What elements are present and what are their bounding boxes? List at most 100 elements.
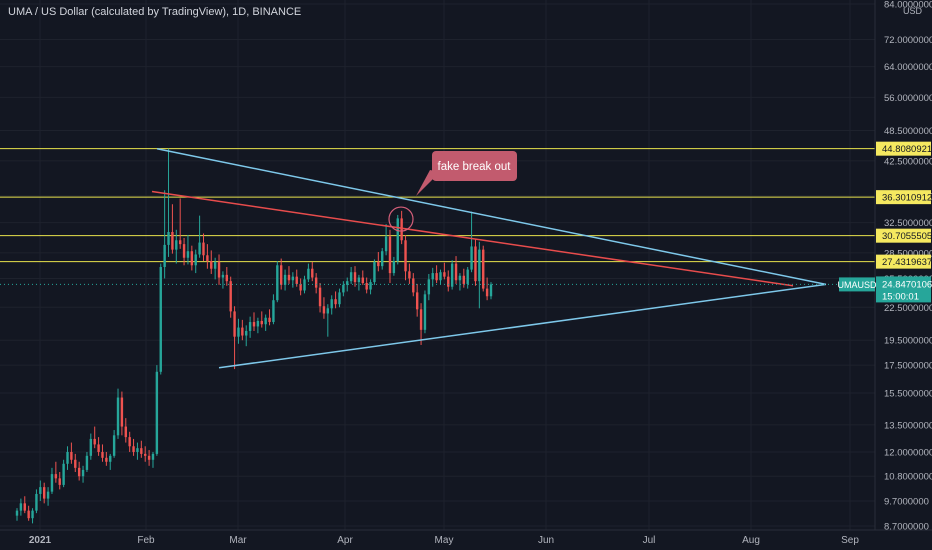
candle-body bbox=[272, 300, 275, 323]
candle-body bbox=[311, 268, 314, 278]
level-price-tag bbox=[876, 141, 931, 156]
candle-body bbox=[237, 327, 240, 337]
candle-body bbox=[373, 261, 376, 283]
candle-body bbox=[299, 283, 302, 291]
candle-body bbox=[109, 455, 112, 462]
candle-body bbox=[404, 240, 407, 272]
candle-body bbox=[93, 438, 96, 445]
candle-body bbox=[365, 283, 368, 290]
candle-body bbox=[353, 272, 357, 283]
candle-body bbox=[202, 242, 205, 256]
candle-body bbox=[27, 510, 30, 519]
upper-trendline bbox=[156, 147, 827, 286]
candle-body bbox=[260, 320, 263, 325]
current-price-tag bbox=[876, 276, 931, 303]
x-tick-label: Jun bbox=[538, 535, 554, 546]
candle-body bbox=[330, 299, 333, 309]
candle-body bbox=[116, 397, 120, 436]
candle-body bbox=[89, 438, 93, 456]
candle-body bbox=[318, 287, 322, 307]
candle-body bbox=[427, 279, 431, 295]
y-tick-label: 9.7000000 bbox=[884, 496, 929, 507]
y-tick-label: 19.5000000 bbox=[884, 336, 932, 347]
candle-body bbox=[276, 265, 279, 301]
candle-body bbox=[396, 218, 399, 262]
candle-body bbox=[248, 322, 252, 331]
resistance-trendline bbox=[151, 190, 794, 287]
y-tick-label: 32.5000000 bbox=[884, 218, 932, 229]
candle-body bbox=[342, 284, 345, 293]
candle-body bbox=[46, 491, 50, 499]
y-tick-label: 22.5000000 bbox=[884, 303, 932, 314]
x-tick-label: May bbox=[435, 535, 454, 546]
candle-body bbox=[447, 276, 450, 287]
candle-body bbox=[291, 276, 295, 281]
candle-body bbox=[132, 446, 135, 452]
candle-body bbox=[357, 277, 361, 283]
symbol-tag bbox=[839, 277, 875, 292]
candle-body bbox=[178, 240, 182, 245]
y-tick-label: 17.5000000 bbox=[884, 361, 932, 372]
callout-box bbox=[432, 151, 517, 181]
candle-body bbox=[77, 467, 81, 477]
candle-body bbox=[485, 288, 489, 297]
candle-body bbox=[54, 474, 58, 479]
candle-body bbox=[482, 249, 485, 289]
candle-body bbox=[435, 273, 438, 281]
candle-body bbox=[384, 236, 388, 252]
candle-body bbox=[314, 277, 318, 288]
candle-body bbox=[74, 459, 77, 468]
candle-body bbox=[128, 437, 131, 447]
level-price-label: 36.3010912 bbox=[882, 193, 932, 204]
x-tick-label: Feb bbox=[137, 535, 155, 546]
candle-body bbox=[62, 463, 65, 485]
y-tick-label: 10.8000000 bbox=[884, 472, 932, 483]
candle-body bbox=[97, 444, 100, 452]
candle-body bbox=[450, 263, 454, 287]
candle-body bbox=[466, 269, 469, 284]
candle-body bbox=[50, 474, 54, 492]
y-tick-label: 48.5000000 bbox=[884, 126, 932, 137]
level-price-tag bbox=[876, 190, 931, 205]
candle-body bbox=[163, 244, 166, 267]
candle-body bbox=[392, 261, 396, 274]
candle-body bbox=[470, 246, 473, 270]
candle-body bbox=[217, 261, 221, 278]
level-price-tag bbox=[876, 254, 931, 269]
x-tick-label: Apr bbox=[337, 535, 353, 546]
candle-body bbox=[303, 279, 306, 291]
candle-body bbox=[155, 371, 159, 454]
x-tick-label: Aug bbox=[742, 535, 760, 546]
candle-body bbox=[377, 261, 380, 267]
candle-body bbox=[431, 273, 434, 280]
candle-body bbox=[361, 277, 364, 284]
candle-body bbox=[334, 299, 337, 305]
y-tick-label: 28.5000000 bbox=[884, 248, 932, 259]
candle-body bbox=[70, 451, 73, 460]
x-tick-label: 2021 bbox=[29, 535, 52, 546]
candle-body bbox=[42, 487, 46, 499]
currency-badge: USD bbox=[902, 6, 922, 16]
candle-body bbox=[241, 327, 244, 336]
candle-body bbox=[423, 294, 427, 330]
level-price-label: 30.7055505 bbox=[882, 231, 932, 242]
candle-body bbox=[210, 261, 213, 269]
candle-body bbox=[198, 242, 201, 255]
candle-body bbox=[225, 274, 229, 282]
candle-body bbox=[190, 251, 194, 266]
callout-text: fake break out bbox=[438, 161, 512, 173]
countdown-label: 15:00:01 bbox=[882, 291, 919, 302]
level-price-label: 27.4319637 bbox=[882, 257, 932, 268]
candle-body bbox=[233, 311, 236, 337]
candle-body bbox=[159, 266, 162, 372]
candle-body bbox=[213, 261, 217, 269]
candle-body bbox=[458, 275, 462, 281]
candle-body bbox=[66, 451, 69, 464]
y-tick-label: 13.5000000 bbox=[884, 420, 932, 431]
candle-body bbox=[400, 218, 403, 241]
candle-body bbox=[136, 448, 139, 452]
candle-body bbox=[35, 493, 38, 511]
